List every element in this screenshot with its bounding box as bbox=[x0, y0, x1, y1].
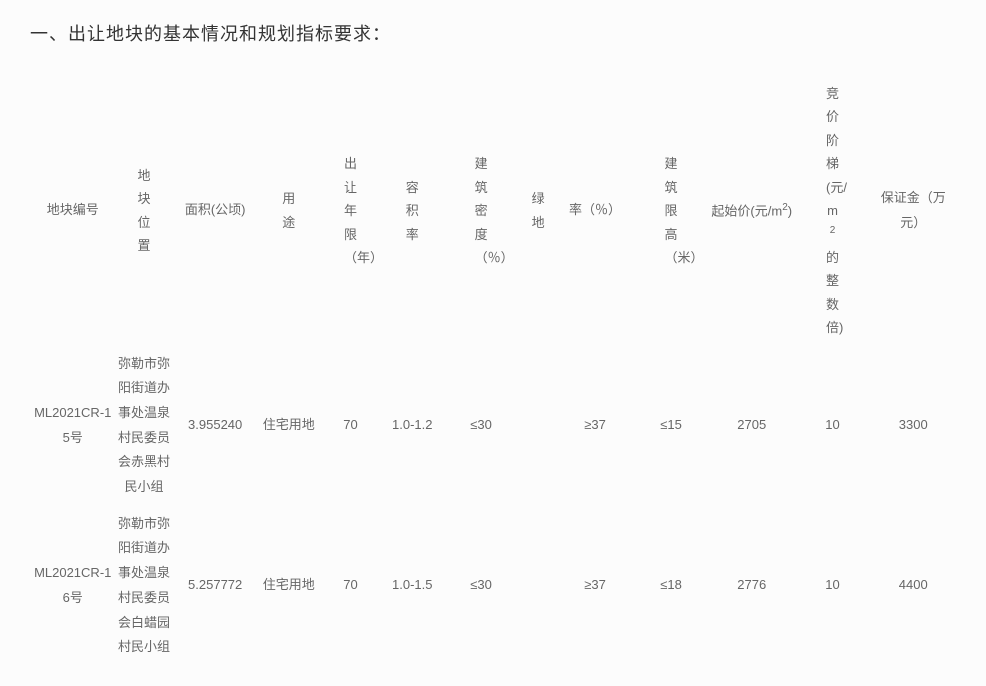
cell-ratio: 1.0-1.5 bbox=[381, 506, 443, 666]
cell-height: ≤15 bbox=[633, 346, 709, 506]
th-area: 面积(公顷) bbox=[172, 76, 257, 346]
cell-id: ML2021CR-16号 bbox=[30, 506, 115, 666]
cell-loc: 弥勒市弥阳街道办事处温泉村民委员会赤黑村民小组 bbox=[115, 346, 172, 506]
cell-term: 70 bbox=[320, 346, 382, 506]
cell-green2: ≥37 bbox=[557, 506, 633, 666]
th-ratio: 容积率 bbox=[381, 76, 443, 346]
th-green2: 率（％） bbox=[557, 76, 633, 346]
cell-area: 3.955240 bbox=[172, 346, 257, 506]
cell-deposit: 3300 bbox=[870, 346, 956, 506]
th-deposit: 保证金（万元） bbox=[870, 76, 956, 346]
cell-use: 住宅用地 bbox=[258, 506, 320, 666]
table-header-row: 地块编号 地块位置 面积(公顷) 用途 出让年限（年） 容积率 建筑密度（％） … bbox=[30, 76, 956, 346]
section-title: 一、出让地块的基本情况和规划指标要求： bbox=[30, 20, 956, 46]
cell-step: 10 bbox=[795, 346, 871, 506]
cell-start: 2705 bbox=[709, 346, 794, 506]
cell-use: 住宅用地 bbox=[258, 346, 320, 506]
th-green1: 绿地 bbox=[519, 76, 557, 346]
cell-loc: 弥勒市弥阳街道办事处温泉村民委员会白蜡园村民小组 bbox=[115, 506, 172, 666]
cell-start: 2776 bbox=[709, 506, 794, 666]
table-row: ML2021CR-15号 弥勒市弥阳街道办事处温泉村民委员会赤黑村民小组 3.9… bbox=[30, 346, 956, 506]
cell-height: ≤18 bbox=[633, 506, 709, 666]
th-loc: 地块位置 bbox=[115, 76, 172, 346]
cell-area: 5.257772 bbox=[172, 506, 257, 666]
cell-density: ≤30 bbox=[443, 346, 519, 506]
cell-id: ML2021CR-15号 bbox=[30, 346, 115, 506]
cell-green1 bbox=[519, 346, 557, 506]
cell-term: 70 bbox=[320, 506, 382, 666]
th-start: 起始价(元/m2) bbox=[709, 76, 794, 346]
th-density: 建筑密度（％） bbox=[443, 76, 519, 346]
cell-green2: ≥37 bbox=[557, 346, 633, 506]
th-step: 竞价阶梯(元/m2的整数倍) bbox=[795, 76, 871, 346]
cell-deposit: 4400 bbox=[870, 506, 956, 666]
table-row: ML2021CR-16号 弥勒市弥阳街道办事处温泉村民委员会白蜡园村民小组 5.… bbox=[30, 506, 956, 666]
th-id: 地块编号 bbox=[30, 76, 115, 346]
land-table: 地块编号 地块位置 面积(公顷) 用途 出让年限（年） 容积率 建筑密度（％） … bbox=[30, 76, 956, 666]
th-height: 建筑限高（米） bbox=[633, 76, 709, 346]
cell-step: 10 bbox=[795, 506, 871, 666]
th-use: 用途 bbox=[258, 76, 320, 346]
th-term: 出让年限（年） bbox=[320, 76, 382, 346]
cell-ratio: 1.0-1.2 bbox=[381, 346, 443, 506]
cell-density: ≤30 bbox=[443, 506, 519, 666]
cell-green1 bbox=[519, 506, 557, 666]
